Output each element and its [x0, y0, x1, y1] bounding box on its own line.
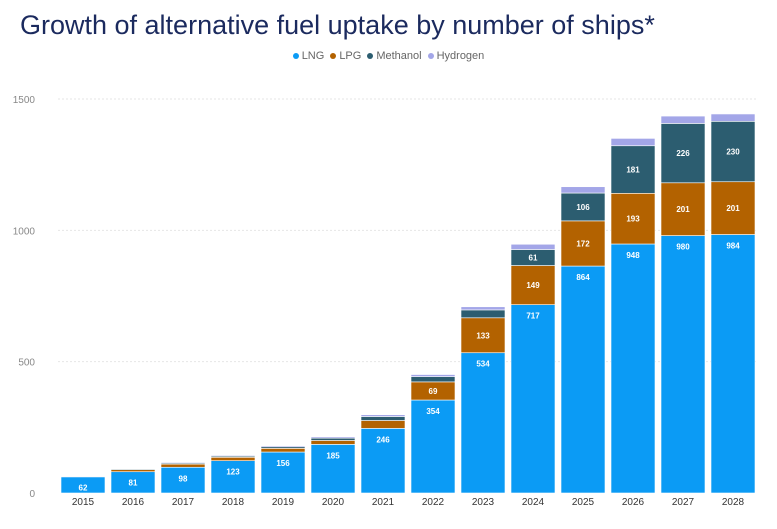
bar-segment-methanol — [710, 121, 756, 183]
bar-segment-methanol — [410, 376, 456, 383]
bar-segment-methanol — [460, 309, 506, 319]
data-label: 864 — [576, 273, 590, 282]
bar-segment-hydrogen — [510, 243, 556, 250]
bar-segment-hydrogen — [260, 445, 306, 448]
data-label: 156 — [276, 459, 290, 468]
bar-segment-lng — [560, 265, 606, 494]
data-label: 81 — [129, 479, 138, 488]
y-tick-label: 1000 — [13, 226, 36, 237]
x-tick-label: 2021 — [372, 497, 395, 508]
legend-marker — [292, 53, 299, 59]
bar-segment-lng — [210, 460, 256, 494]
x-tick-label: 2026 — [622, 497, 645, 508]
bar-segment-lpg — [510, 265, 556, 305]
bar-segment-hydrogen — [160, 461, 206, 464]
legend-item-hydrogen[interactable]: Hydrogen — [427, 50, 485, 62]
x-tick-label: 2027 — [672, 497, 695, 508]
data-label: 193 — [626, 215, 640, 224]
data-label: 69 — [429, 387, 438, 396]
bar-segment-lng — [510, 304, 556, 494]
legend-marker — [330, 53, 337, 59]
data-label: 354 — [426, 407, 440, 416]
data-label: 948 — [626, 251, 640, 260]
data-label: 534 — [476, 360, 490, 369]
bar-segment-lpg — [460, 317, 506, 354]
bar-segment-methanol — [610, 145, 656, 194]
legend-item-lpg[interactable]: LPG — [330, 50, 361, 62]
x-tick-label: 2022 — [422, 497, 445, 508]
x-tick-label: 2019 — [272, 497, 295, 508]
bar-segment-hydrogen — [710, 113, 756, 122]
bar-segment-lpg — [660, 182, 706, 236]
chart-title: Growth of alternative fuel uptake by num… — [20, 10, 655, 40]
data-label: 181 — [626, 166, 640, 175]
data-label: 62 — [79, 484, 88, 493]
x-tick-label: 2016 — [122, 497, 145, 508]
y-tick-label: 0 — [29, 489, 35, 500]
bar-segment-hydrogen — [360, 414, 406, 417]
bar-segment-lpg — [310, 440, 356, 445]
bar-segment-hydrogen — [410, 374, 456, 377]
x-tick-label: 2020 — [322, 497, 345, 508]
data-label: 123 — [226, 468, 240, 477]
bar-segment-methanol — [310, 437, 356, 441]
bar-segment-lng — [260, 451, 306, 494]
bar-segment-hydrogen — [310, 436, 356, 439]
bar-segment-hydrogen — [110, 468, 156, 470]
bar-segment-hydrogen — [610, 138, 656, 147]
legend-label: LPG — [339, 50, 362, 62]
data-label: 133 — [476, 331, 490, 340]
x-tick-label: 2024 — [522, 497, 545, 508]
bar-segment-hydrogen — [210, 455, 256, 457]
data-label: 149 — [526, 281, 540, 290]
data-label: 201 — [726, 204, 740, 213]
bar-segment-methanol — [360, 416, 406, 421]
legend-item-lng[interactable]: LNG — [292, 50, 325, 62]
x-tick-label: 2023 — [472, 497, 495, 508]
bar-segment-lng — [460, 352, 506, 494]
bar-segment-hydrogen — [660, 115, 706, 124]
data-label: 98 — [179, 474, 188, 483]
bar-segment-lpg — [260, 448, 306, 453]
chart-legend: LNG LPG Methanol Hydrogen — [0, 50, 777, 62]
x-tick-label: 2028 — [722, 497, 745, 508]
x-tick-label: 2015 — [72, 497, 95, 508]
data-label: 185 — [326, 451, 340, 460]
bar-segment-lpg — [210, 456, 256, 461]
legend-marker — [427, 53, 434, 59]
bar-segment-hydrogen — [460, 306, 506, 311]
y-tick-label: 1500 — [13, 95, 36, 106]
data-label: 230 — [726, 148, 740, 157]
x-tick-label: 2017 — [172, 497, 195, 508]
data-label: 980 — [676, 243, 690, 252]
bar-segment-lpg — [160, 463, 206, 468]
data-label: 61 — [529, 254, 538, 263]
bar-segment-lpg — [60, 476, 106, 478]
bar-segment-lng — [360, 428, 406, 494]
legend-label: Methanol — [376, 50, 422, 62]
bar-segment-lng — [710, 234, 756, 494]
data-label: 172 — [576, 239, 590, 248]
data-label: 226 — [676, 149, 690, 158]
legend-label: Hydrogen — [436, 50, 485, 62]
data-label: 201 — [676, 205, 690, 214]
x-tick-label: 2018 — [222, 497, 245, 508]
data-label: 106 — [576, 203, 590, 212]
x-tick-label: 2025 — [572, 497, 595, 508]
data-label: 246 — [376, 435, 390, 444]
y-tick-label: 500 — [18, 358, 35, 369]
data-label: 984 — [726, 242, 740, 251]
bar-segment-lng — [610, 243, 656, 494]
bar-segment-lpg — [360, 420, 406, 429]
bar-segment-hydrogen — [560, 186, 606, 194]
legend-marker — [367, 53, 374, 59]
bar-segment-lng — [310, 444, 356, 494]
legend-label: LNG — [301, 50, 325, 62]
bar-segment-lpg — [560, 220, 606, 267]
legend-item-methanol[interactable]: Methanol — [367, 50, 422, 62]
bar-segment-lpg — [110, 469, 156, 473]
data-label: 717 — [526, 312, 540, 321]
bar-segment-lng — [660, 235, 706, 494]
